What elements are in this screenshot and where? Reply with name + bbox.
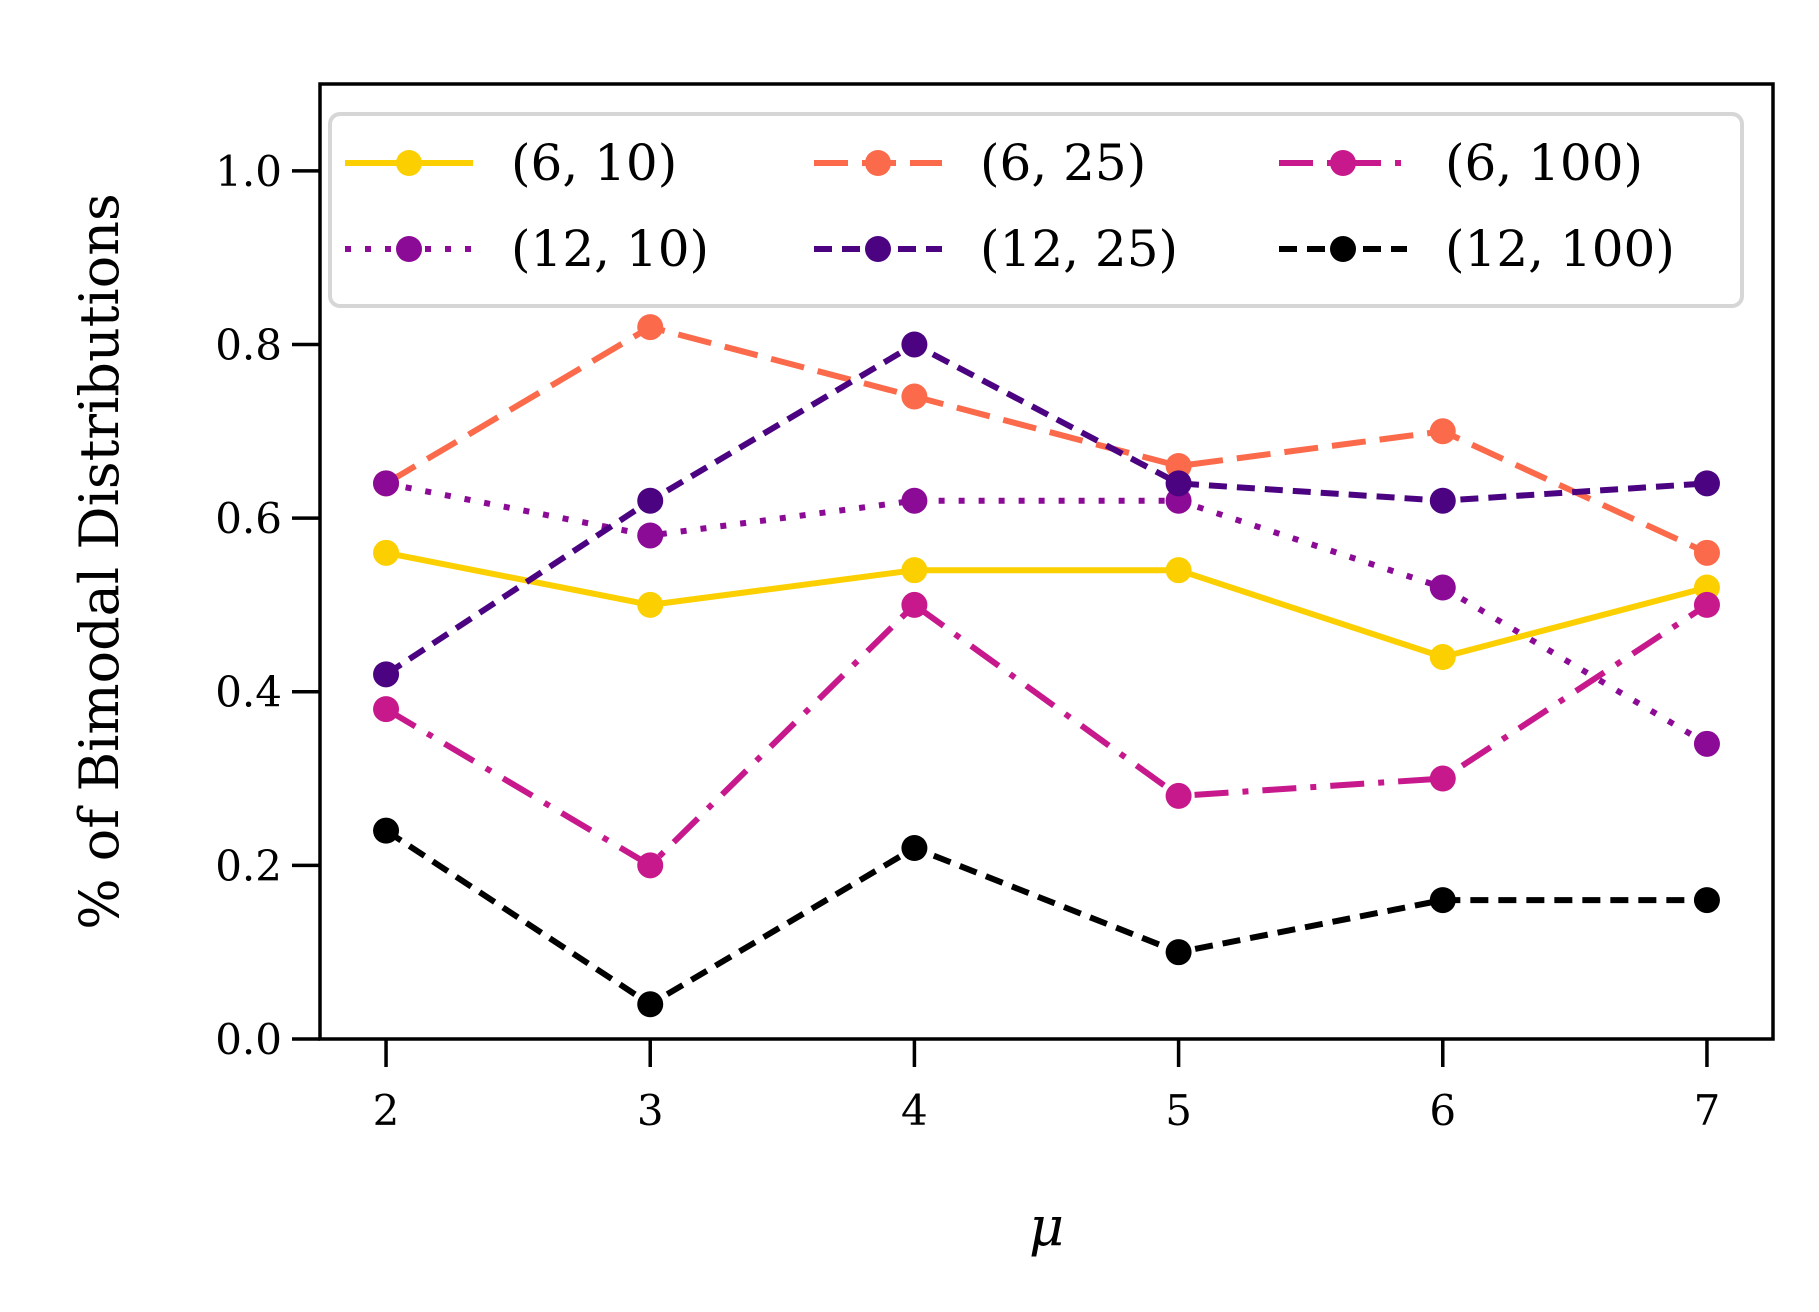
series-layer xyxy=(373,314,1720,1018)
data-point-s0-0 xyxy=(373,539,400,566)
legend-label-3: (12, 10) xyxy=(511,220,709,278)
data-point-s1-5 xyxy=(1693,539,1720,566)
data-point-s2-4 xyxy=(1429,765,1456,792)
legend-label-4: (12, 25) xyxy=(980,220,1178,278)
axes-layer: 0.0 0.2 0.4 0.6 0.8 1.0 2 3 4 5 6 7 μ % of Bimodal Di… xyxy=(68,82,1775,1258)
data-point-s3-5 xyxy=(1693,730,1720,757)
legend-label-0: (6, 10) xyxy=(511,134,677,192)
data-point-s4-4 xyxy=(1429,487,1456,514)
y-tick-label-2: 0.4 xyxy=(215,668,282,717)
data-point-s2-0 xyxy=(373,696,400,723)
y-tick-label-0: 0.0 xyxy=(215,1015,282,1064)
y-tick-label-5: 1.0 xyxy=(215,147,282,196)
data-point-s2-3 xyxy=(1165,782,1192,809)
data-point-s4-1 xyxy=(637,487,664,514)
data-point-s5-5 xyxy=(1693,887,1720,914)
data-point-s5-3 xyxy=(1165,939,1192,966)
data-point-s3-2 xyxy=(901,487,928,514)
data-point-s3-0 xyxy=(373,470,400,497)
legend-marker-2 xyxy=(1330,150,1356,176)
series-line-5 xyxy=(384,828,1707,1008)
legend: (6, 10) (6, 25) (6, 100) (12, 10) (12, 25) (1… xyxy=(328,112,1744,308)
data-point-s0-3 xyxy=(1165,557,1192,584)
x-tick-label-5: 7 xyxy=(1694,1086,1721,1135)
x-tick-label-3: 5 xyxy=(1165,1086,1192,1135)
x-tick-label-0: 2 xyxy=(373,1086,400,1135)
data-point-s4-0 xyxy=(373,661,400,688)
data-point-s4-3 xyxy=(1165,470,1192,497)
data-point-s5-2 xyxy=(901,835,928,861)
legend-label-1: (6, 25) xyxy=(980,134,1146,192)
series-line-1 xyxy=(384,324,1709,556)
legend-marker-4 xyxy=(865,236,891,262)
data-point-s2-5 xyxy=(1693,591,1720,618)
data-point-s1-4 xyxy=(1429,418,1456,445)
data-point-s2-2 xyxy=(901,591,928,618)
plot-frame xyxy=(318,82,1775,1041)
data-point-s5-1 xyxy=(637,991,664,1018)
data-point-s0-4 xyxy=(1429,644,1456,670)
x-tick-label-2: 4 xyxy=(901,1086,928,1135)
legend-marker-3 xyxy=(396,236,422,262)
data-point-s5-0 xyxy=(373,817,400,844)
data-point-s4-2 xyxy=(901,331,928,358)
y-tick-label-4: 0.8 xyxy=(215,320,282,369)
data-point-s5-4 xyxy=(1429,887,1456,914)
series-line-2 xyxy=(384,601,1709,869)
legend-marker-5 xyxy=(1330,236,1356,262)
legend-marker-1 xyxy=(865,150,891,176)
data-point-s2-1 xyxy=(637,852,664,879)
series-line-4 xyxy=(384,341,1708,677)
data-point-s1-2 xyxy=(901,383,928,410)
legend-box xyxy=(328,112,1744,308)
data-point-s3-4 xyxy=(1429,574,1456,601)
legend-label-2: (6, 100) xyxy=(1445,134,1643,192)
x-tick-label-4: 6 xyxy=(1429,1086,1456,1135)
data-point-s0-2 xyxy=(901,557,928,584)
y-tick-label-3: 0.6 xyxy=(215,494,282,543)
y-axis-label: % of Bimodal Distributions xyxy=(68,193,131,929)
data-point-s1-1 xyxy=(637,314,664,341)
legend-marker-0 xyxy=(396,150,422,176)
y-tick-label-1: 0.2 xyxy=(215,841,282,890)
series-line-0 xyxy=(385,549,1708,660)
data-point-s0-1 xyxy=(637,591,664,618)
data-point-s4-5 xyxy=(1693,470,1720,497)
x-tick-label-1: 3 xyxy=(637,1086,664,1135)
x-axis-label: μ xyxy=(1029,1195,1064,1258)
data-point-s3-1 xyxy=(637,522,664,549)
legend-label-5: (12, 100) xyxy=(1445,220,1675,278)
